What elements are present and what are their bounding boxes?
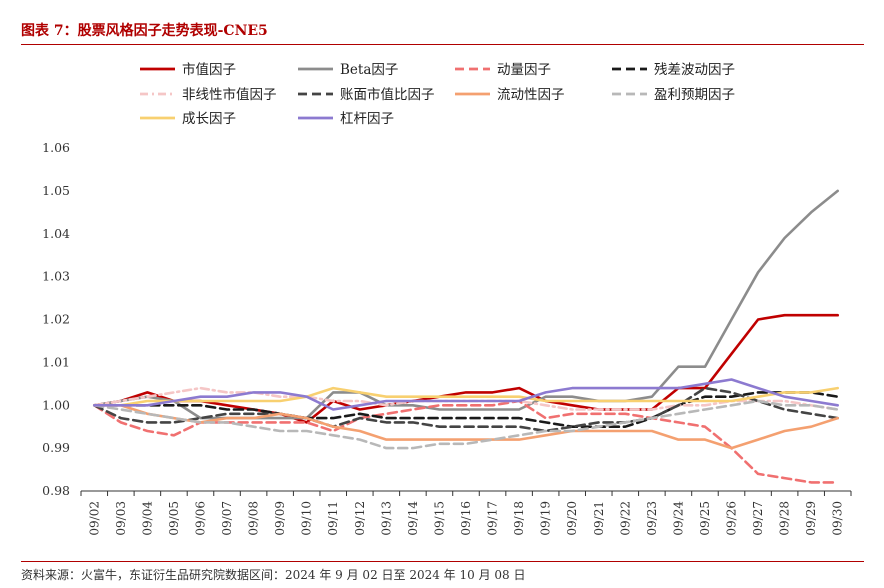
line-chart: 0.98 0.99 1.00 1.01 1.02 1.03 1.04 1.05 1.06 09/0… <box>42 61 852 536</box>
series-line-5 <box>93 386 840 433</box>
legend-label: 盈利预期因子 <box>654 87 735 103</box>
x-tick-label: 09/17 <box>486 501 500 536</box>
x-tick-label: 09/08 <box>247 501 261 536</box>
series-line-8 <box>93 386 840 407</box>
source-rule <box>21 561 864 562</box>
x-tick-label: 09/22 <box>618 501 632 536</box>
x-tick-label: 09/15 <box>432 501 446 536</box>
y-tick-label: 1.00 <box>42 397 70 412</box>
x-tick-label: 09/03 <box>114 501 128 536</box>
x-tick-label: 09/26 <box>725 501 739 536</box>
x-tick-label: 09/07 <box>220 501 234 536</box>
y-tick-label: 1.01 <box>42 354 70 369</box>
x-tick-label: 09/06 <box>193 501 207 536</box>
x-tick-label: 09/02 <box>87 501 101 536</box>
legend-label: 动量因子 <box>497 62 551 78</box>
series-line-1 <box>93 189 840 420</box>
series-line-3 <box>93 391 840 429</box>
x-tick-label: 09/27 <box>751 501 765 536</box>
legend-label: 账面市值比因子 <box>340 86 435 103</box>
y-tick-label: 0.98 <box>42 483 70 498</box>
y-tick-label: 1.05 <box>42 183 70 198</box>
title-rule <box>21 44 864 45</box>
x-tick-label: 09/05 <box>167 501 181 536</box>
x-tick-label: 09/25 <box>698 501 712 536</box>
series-line-7 <box>93 399 840 450</box>
x-tick-label: 09/12 <box>353 501 367 536</box>
x-tick-label: 09/24 <box>671 501 685 536</box>
legend-label: 残差波动因子 <box>654 62 735 78</box>
y-tick-label: 1.06 <box>42 140 70 155</box>
legend-label: 非线性市值因子 <box>182 86 277 103</box>
y-tick-label: 1.03 <box>42 269 70 284</box>
series-line-0 <box>93 313 840 424</box>
source-note: 资料来源：火富牛，东证衍生品研究院数据区间：2024 年 9 月 02 日至 2… <box>21 568 526 582</box>
x-tick-label: 09/10 <box>300 501 314 536</box>
legend-label: 市值因子 <box>182 61 236 78</box>
series-line-2 <box>93 399 840 484</box>
x-tick-label: 09/28 <box>778 501 792 536</box>
x-tick-label: 09/09 <box>273 501 287 536</box>
legend-label: 流动性因子 <box>497 87 565 103</box>
chart-title: 图表 7：股票风格因子走势表现-CNE5 <box>21 23 268 39</box>
legend-label: 成长因子 <box>182 111 236 127</box>
y-tick-label: 0.99 <box>42 440 70 455</box>
x-tick-label: 09/20 <box>565 501 579 536</box>
x-tick-label: 09/18 <box>512 501 526 536</box>
legend-label: 杠杆因子 <box>340 111 394 127</box>
x-tick-label: 09/14 <box>406 501 420 536</box>
x-tick-label: 09/04 <box>140 501 154 536</box>
x-tick-label: 09/21 <box>592 501 606 536</box>
x-tick-label: 09/16 <box>459 501 473 536</box>
x-tick-label: 09/19 <box>539 501 553 536</box>
x-tick-label: 09/29 <box>804 501 818 536</box>
legend-label: Beta因子 <box>340 62 398 78</box>
series-line-6 <box>93 403 840 450</box>
x-tick-label: 09/13 <box>379 501 393 536</box>
x-tick-label: 09/23 <box>645 501 659 536</box>
y-tick-label: 1.04 <box>42 226 70 241</box>
y-tick-label: 1.02 <box>42 312 70 327</box>
x-tick-label: 09/30 <box>831 501 845 536</box>
x-tick-label: 09/11 <box>326 501 340 536</box>
series-line-9 <box>93 378 840 411</box>
